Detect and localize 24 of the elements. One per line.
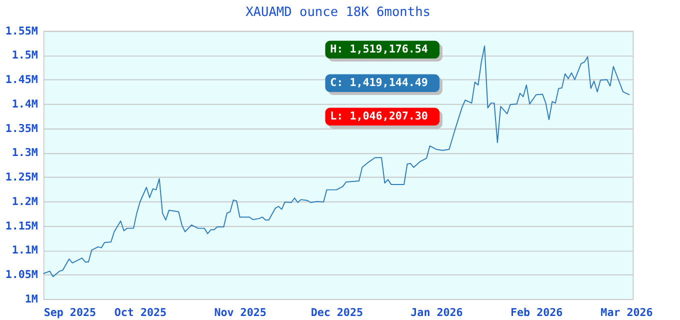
- annotation: L: 1,046,207.30: [330, 110, 428, 123]
- x-tick-label: Sep 2025: [44, 306, 96, 320]
- y-tick-label: 1.35M: [5, 122, 38, 135]
- y-tick-label: 1M: [24, 292, 38, 306]
- y-tick-label: 1.25M: [5, 170, 38, 184]
- x-tick-label: Oct 2025: [114, 306, 167, 320]
- y-tick-label: 1.5M: [12, 48, 38, 62]
- y-tick-label: 1.1M: [12, 244, 38, 257]
- y-tick-label: 1.4M: [12, 97, 38, 110]
- annotation: C: 1,419,144.49: [330, 76, 428, 90]
- x-tick-label: Feb 2026: [510, 306, 563, 320]
- y-tick-label: 1.05M: [5, 268, 38, 282]
- y-tick-label: 1.15M: [5, 219, 38, 232]
- annotation: H: 1,519,176.54: [330, 42, 428, 56]
- line-series: [42, 46, 630, 278]
- x-tick-label: Jan 2026: [410, 306, 463, 320]
- x-tick-label: Nov 2025: [214, 306, 266, 320]
- y-tick-label: 1.55M: [5, 24, 38, 38]
- y-tick-label: 1.45M: [5, 73, 38, 86]
- chart-title: XAUAMD ounce 18K 6months: [246, 5, 430, 20]
- y-tick-label: 1.3M: [12, 146, 38, 160]
- y-tick-label: 1.2M: [12, 194, 38, 208]
- x-tick-label: Mar 2026: [600, 306, 653, 320]
- x-tick-label: Dec 2025: [310, 306, 363, 320]
